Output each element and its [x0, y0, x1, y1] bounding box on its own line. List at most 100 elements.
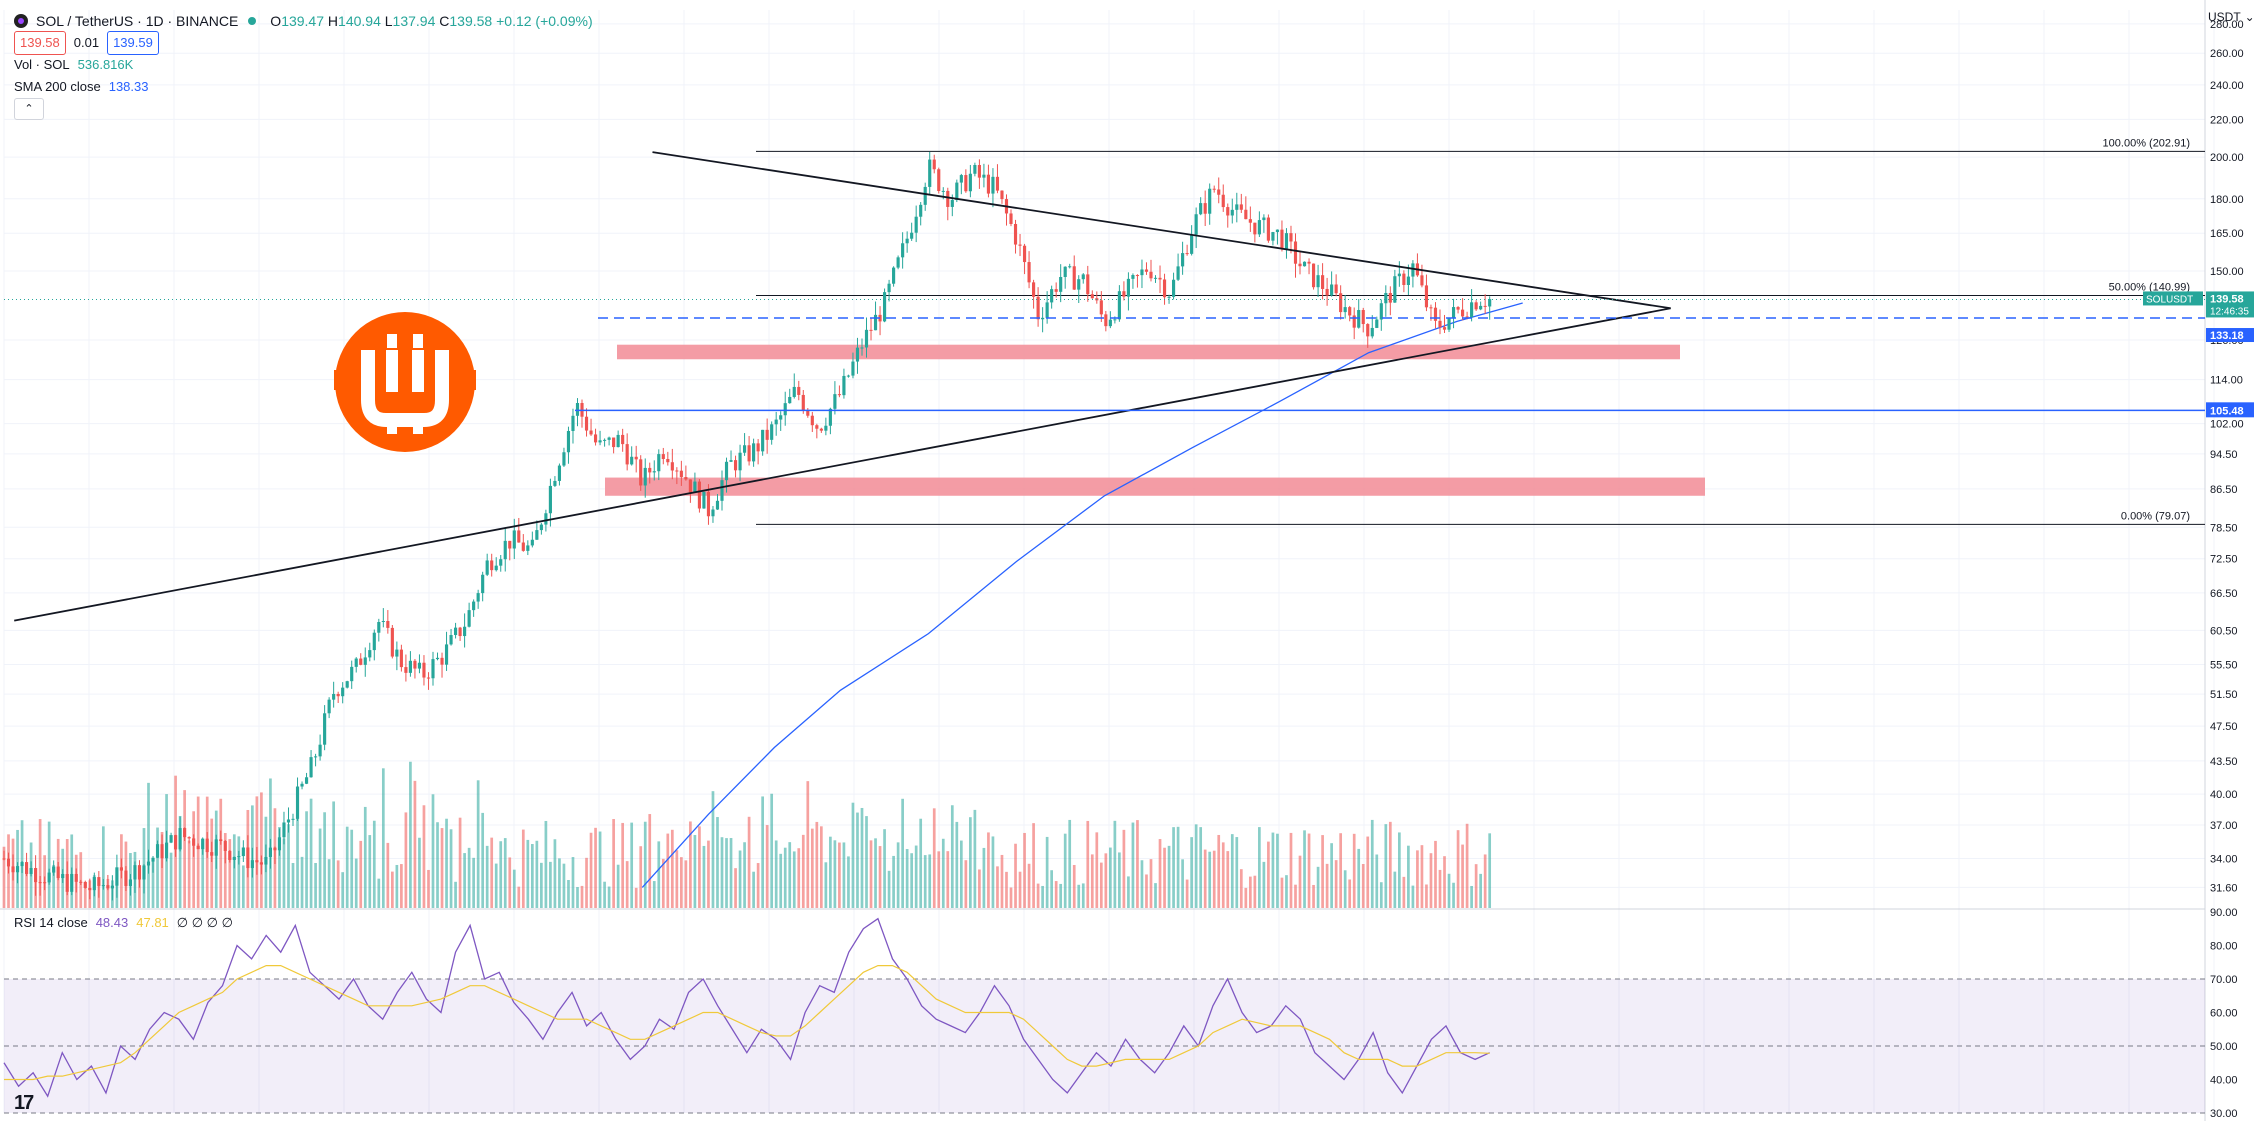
- candle-body: [896, 257, 900, 268]
- volume-bar: [160, 831, 164, 908]
- volume-bar: [1425, 884, 1428, 908]
- candle-body: [314, 756, 318, 758]
- symbol-title[interactable]: SOL / TetherUS · 1D · BINANCE: [36, 13, 239, 29]
- candle-body: [237, 856, 241, 858]
- sell-button[interactable]: 139.58: [14, 31, 66, 55]
- candle-body: [684, 477, 688, 480]
- candle-body: [968, 173, 972, 192]
- candle-body: [210, 852, 214, 856]
- candle-body: [1099, 300, 1103, 315]
- volume-bar: [309, 798, 313, 908]
- volume-bar: [603, 881, 606, 908]
- volume-bar: [228, 839, 232, 908]
- volume-bar: [336, 860, 340, 908]
- volume-bar: [368, 835, 372, 908]
- tradingview-logo[interactable]: 17: [14, 1092, 34, 1114]
- sma-indicator-row[interactable]: SMA 200 close 138.33: [14, 76, 593, 98]
- candle-body: [178, 828, 182, 850]
- rsi-tick-label: 40.00: [2210, 1075, 2238, 1087]
- volume-bar: [987, 832, 990, 908]
- candle-body: [65, 874, 69, 892]
- high-value: 140.94: [338, 13, 381, 29]
- volume-bar: [648, 814, 652, 908]
- volume-bar: [1163, 847, 1166, 908]
- candle-body: [1190, 234, 1194, 254]
- price-axis[interactable]: 280.00 260.00 240.00 220.00 200.00 180.00 165.…: [2143, 19, 2254, 1120]
- candle-body: [1384, 293, 1388, 304]
- volume-bar: [472, 857, 475, 908]
- candle-body: [824, 425, 828, 431]
- candle-body: [1018, 244, 1022, 246]
- volume-bar: [842, 842, 846, 908]
- volume-bar: [300, 856, 304, 908]
- candle-body: [205, 838, 209, 853]
- candle-body: [806, 410, 810, 416]
- candle-body: [1171, 279, 1176, 297]
- volume-bar: [982, 847, 986, 908]
- rsi-legend[interactable]: RSI 14 close 48.43 47.81 ∅ ∅ ∅ ∅: [14, 915, 233, 931]
- volume-bar: [1411, 885, 1415, 908]
- volume-bar: [1407, 845, 1410, 908]
- candle-body: [368, 650, 372, 658]
- volume-bar: [1465, 823, 1469, 908]
- volume-bar: [1208, 851, 1212, 908]
- volume-bar: [530, 844, 534, 908]
- volume-bar: [463, 853, 466, 908]
- candle-body: [399, 649, 403, 668]
- fib-label: 0.00% (79.07): [2121, 510, 2190, 522]
- volume-bar: [684, 860, 688, 908]
- volume-indicator-row[interactable]: Vol · SOL 536.816K: [14, 54, 593, 76]
- volume-bar: [1248, 876, 1252, 908]
- fib-label: 50.00% (140.99): [2109, 281, 2190, 293]
- candle-body: [1483, 305, 1487, 307]
- currency-selector[interactable]: USDT ⌄: [2208, 10, 2255, 24]
- candle-body: [1059, 277, 1063, 292]
- volume-value: 536.816K: [77, 57, 134, 72]
- candle-body: [995, 176, 1000, 191]
- candle-body: [20, 862, 24, 867]
- collapse-legend-button[interactable]: ⌃: [14, 98, 44, 120]
- volume-bar: [941, 838, 945, 908]
- candle-body: [553, 480, 557, 486]
- volume-bar: [747, 816, 751, 908]
- volume-histogram: [2, 761, 1492, 908]
- horizontal-levels[interactable]: [4, 298, 2205, 412]
- candle-body: [2, 858, 6, 860]
- volume-bar: [476, 780, 480, 908]
- candle-body: [1298, 263, 1302, 267]
- volume-bar: [616, 864, 620, 908]
- volume-bar: [1086, 820, 1090, 908]
- rsi-tick-label: 70.00: [2210, 974, 2238, 986]
- volume-bar: [670, 829, 674, 908]
- volume-bar: [1321, 835, 1324, 908]
- candle-body: [959, 175, 963, 183]
- countdown-tag: 12:46:35: [2210, 306, 2249, 317]
- candle-body: [779, 415, 783, 420]
- volume-bar: [661, 858, 665, 908]
- price-tick-label: 60.50: [2210, 625, 2238, 637]
- candle-body: [1334, 284, 1338, 294]
- volume-bar: [1045, 836, 1049, 908]
- volume-bar: [521, 829, 525, 908]
- candle-body: [318, 744, 322, 757]
- volume-bar: [797, 848, 801, 908]
- volume-bar: [887, 870, 891, 908]
- candle-body: [729, 460, 733, 462]
- candle-body: [164, 842, 169, 859]
- candle-body: [607, 437, 611, 440]
- trendlines[interactable]: [14, 151, 1671, 622]
- candle-body: [390, 627, 394, 657]
- buy-button[interactable]: 139.59: [107, 31, 159, 55]
- price-tick-label: 200.00: [2210, 152, 2244, 164]
- price-tick-label: 260.00: [2210, 48, 2244, 60]
- candle-body: [1149, 271, 1153, 279]
- price-tick-label: 31.60: [2210, 882, 2238, 894]
- candle-body: [1461, 309, 1465, 317]
- candle-body: [1167, 296, 1171, 298]
- candle-body: [246, 847, 250, 869]
- price-tick-label: 55.50: [2210, 659, 2238, 671]
- volume-bar: [440, 828, 444, 908]
- candle-body: [6, 858, 11, 867]
- sma-line: [641, 302, 1523, 888]
